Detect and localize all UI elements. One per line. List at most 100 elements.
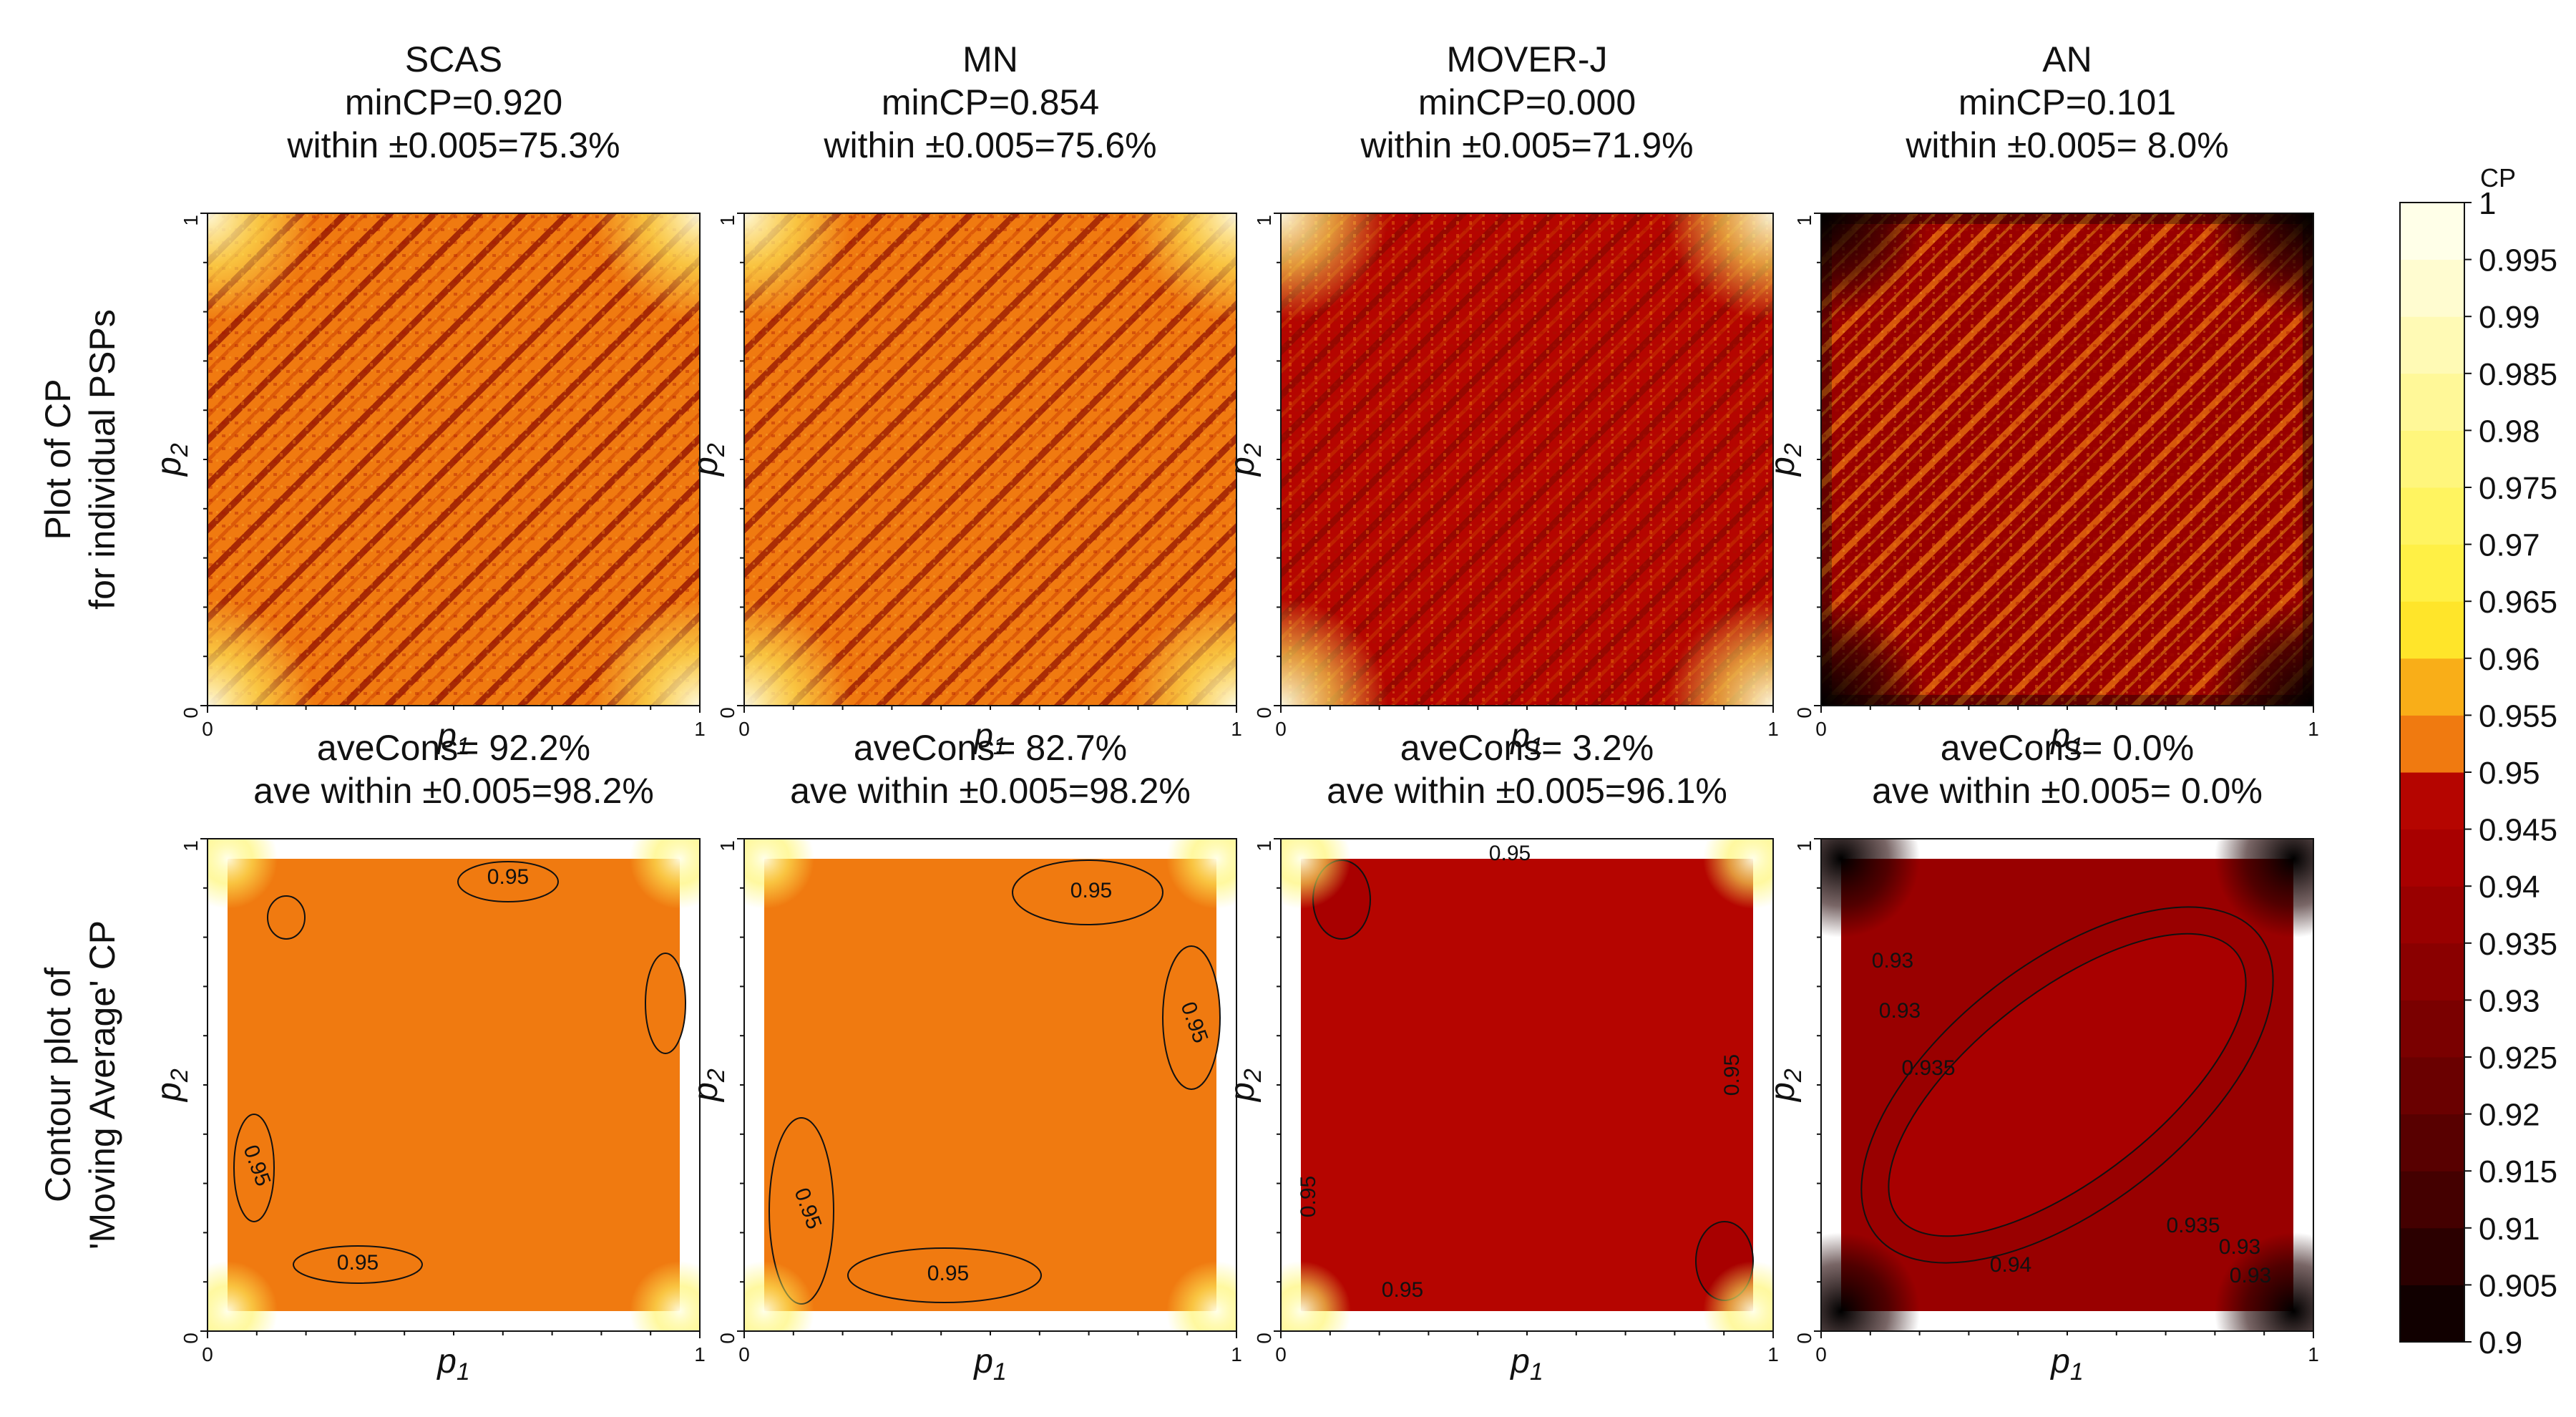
colorbar-segment (2400, 487, 2464, 545)
x-axis-label: p1 (436, 1343, 470, 1386)
contour-region (457, 861, 559, 902)
heatmap-corner (2206, 598, 2313, 706)
colorbar-tick-label: 0.94 (2479, 870, 2540, 905)
colorbar-tick-label: 0.925 (2479, 1041, 2557, 1076)
colorbar-segment (2400, 1057, 2464, 1115)
colorbar-tick-label: 0.91 (2479, 1212, 2540, 1247)
panel-title-line: MOVER-J (1447, 39, 1608, 79)
x-tick-label: 1 (2308, 1343, 2319, 1365)
contour-region (233, 1114, 275, 1222)
y-tick-label: 1 (1253, 840, 1275, 852)
heatmap-corner (1129, 213, 1236, 321)
y-axis-label: p2 (150, 1068, 193, 1103)
heatmap-speckle (744, 213, 1236, 706)
contour-corner (630, 1261, 700, 1331)
heatmap-corner (1281, 213, 1388, 321)
plot-area (1821, 213, 2313, 706)
panel-title-line: within ±0.005=75.6% (823, 125, 1156, 165)
x-tick-label: 1 (694, 718, 706, 740)
plot-area: 0.950.950.950.95 (744, 839, 1236, 1331)
y-tick-label: 0 (1793, 1333, 1815, 1344)
x-axis-label: p1 (1509, 1343, 1543, 1386)
contour-region (847, 1247, 1042, 1303)
colorbar-segment (2400, 259, 2464, 317)
x-tick-label: 0 (1815, 718, 1827, 740)
colorbar-segment (2400, 203, 2464, 260)
y-tick-label: 1 (180, 840, 202, 852)
y-tick-label: 0 (180, 1333, 202, 1344)
contour-label: 0.95 (1382, 1278, 1423, 1302)
colorbar-tick-label: 0.99 (2479, 300, 2540, 335)
y-tick-label: 1 (1793, 840, 1815, 852)
heatmap-speckle (1821, 213, 2313, 706)
contour-fill (228, 859, 680, 1311)
colorbar-tick-label: 0.985 (2479, 357, 2557, 392)
panel-title-line: AN (2042, 39, 2092, 79)
colorbar-tick-label: 0.97 (2479, 528, 2540, 563)
contour-region (645, 953, 686, 1054)
panel-title-line: minCP=0.920 (345, 82, 562, 122)
y-tick-label: 1 (1793, 215, 1815, 226)
contour-label: 0.935 (2166, 1214, 2220, 1237)
colorbar-tick-label: 0.915 (2479, 1154, 2557, 1189)
heatmap-corner (1281, 598, 1388, 706)
x-tick-label: 0 (202, 1343, 213, 1365)
plot-area (744, 213, 1236, 706)
heatmap-corner (1666, 213, 1773, 321)
contour-corner (208, 1261, 278, 1331)
heatmap-corner (2206, 213, 2313, 321)
panel-title-line: within ±0.005= 8.0% (1905, 125, 2228, 165)
y-tick-label: 0 (716, 707, 738, 719)
heatmap-corner (592, 213, 700, 321)
row-label: Plot of CP (38, 379, 78, 540)
x-tick-label: 1 (1231, 718, 1242, 740)
colorbar-tick-label: 1 (2479, 186, 2496, 221)
row-label: 'Moving Average' CP (82, 920, 122, 1250)
x-tick-label: 0 (738, 718, 750, 740)
heatmap-corner (1129, 598, 1236, 706)
row-label: for individual PSPs (82, 309, 122, 610)
x-tick-label: 1 (1231, 1343, 1242, 1365)
colorbar-segment (2400, 1285, 2464, 1343)
colorbar-segment (2400, 1227, 2464, 1285)
colorbar-segment (2400, 430, 2464, 488)
colorbar-tick-label: 0.935 (2479, 927, 2557, 962)
colorbar-segment (2400, 886, 2464, 944)
colorbar-tick-label: 0.955 (2479, 698, 2557, 734)
contour-corner (1703, 1261, 1773, 1331)
x-tick-label: 0 (1275, 1343, 1287, 1365)
colorbar-segment (2400, 715, 2464, 773)
panel-title-line: minCP=0.000 (1418, 82, 1636, 122)
heatmap-corner (208, 213, 315, 321)
y-tick-label: 1 (716, 215, 738, 226)
panel-title-line: ave within ±0.005=96.1% (1327, 771, 1727, 811)
colorbar-segment (2400, 316, 2464, 374)
colorbar-segment (2400, 829, 2464, 887)
panel-title-line: aveCons= 82.7% (854, 728, 1127, 768)
x-axis-label: p1 (972, 1343, 1007, 1386)
y-tick-label: 0 (1253, 707, 1275, 719)
y-tick-label: 0 (716, 1333, 738, 1344)
colorbar-segment (2400, 658, 2464, 716)
x-axis-label: p1 (2049, 1343, 2084, 1386)
contour-corner (1281, 1261, 1351, 1331)
contour-corner (744, 1261, 814, 1331)
colorbar-tick-label: 0.93 (2479, 983, 2540, 1018)
contour-label: 0.93 (2219, 1235, 2260, 1259)
y-tick-label: 0 (1253, 1333, 1275, 1344)
panel-title-line: within ±0.005=75.3% (286, 125, 620, 165)
x-tick-label: 1 (2308, 718, 2319, 740)
colorbar-tick-label: 0.995 (2479, 243, 2557, 278)
contour-corner (1166, 839, 1236, 909)
contour-label: 0.93 (1872, 949, 1913, 973)
colorbar-segment (2400, 1000, 2464, 1058)
contour-label: 0.93 (2230, 1264, 2271, 1287)
y-axis-label: p2 (150, 443, 193, 477)
heatmap-corner (1821, 598, 1928, 706)
contour-corner (208, 839, 278, 909)
contour-corner (1281, 839, 1351, 909)
